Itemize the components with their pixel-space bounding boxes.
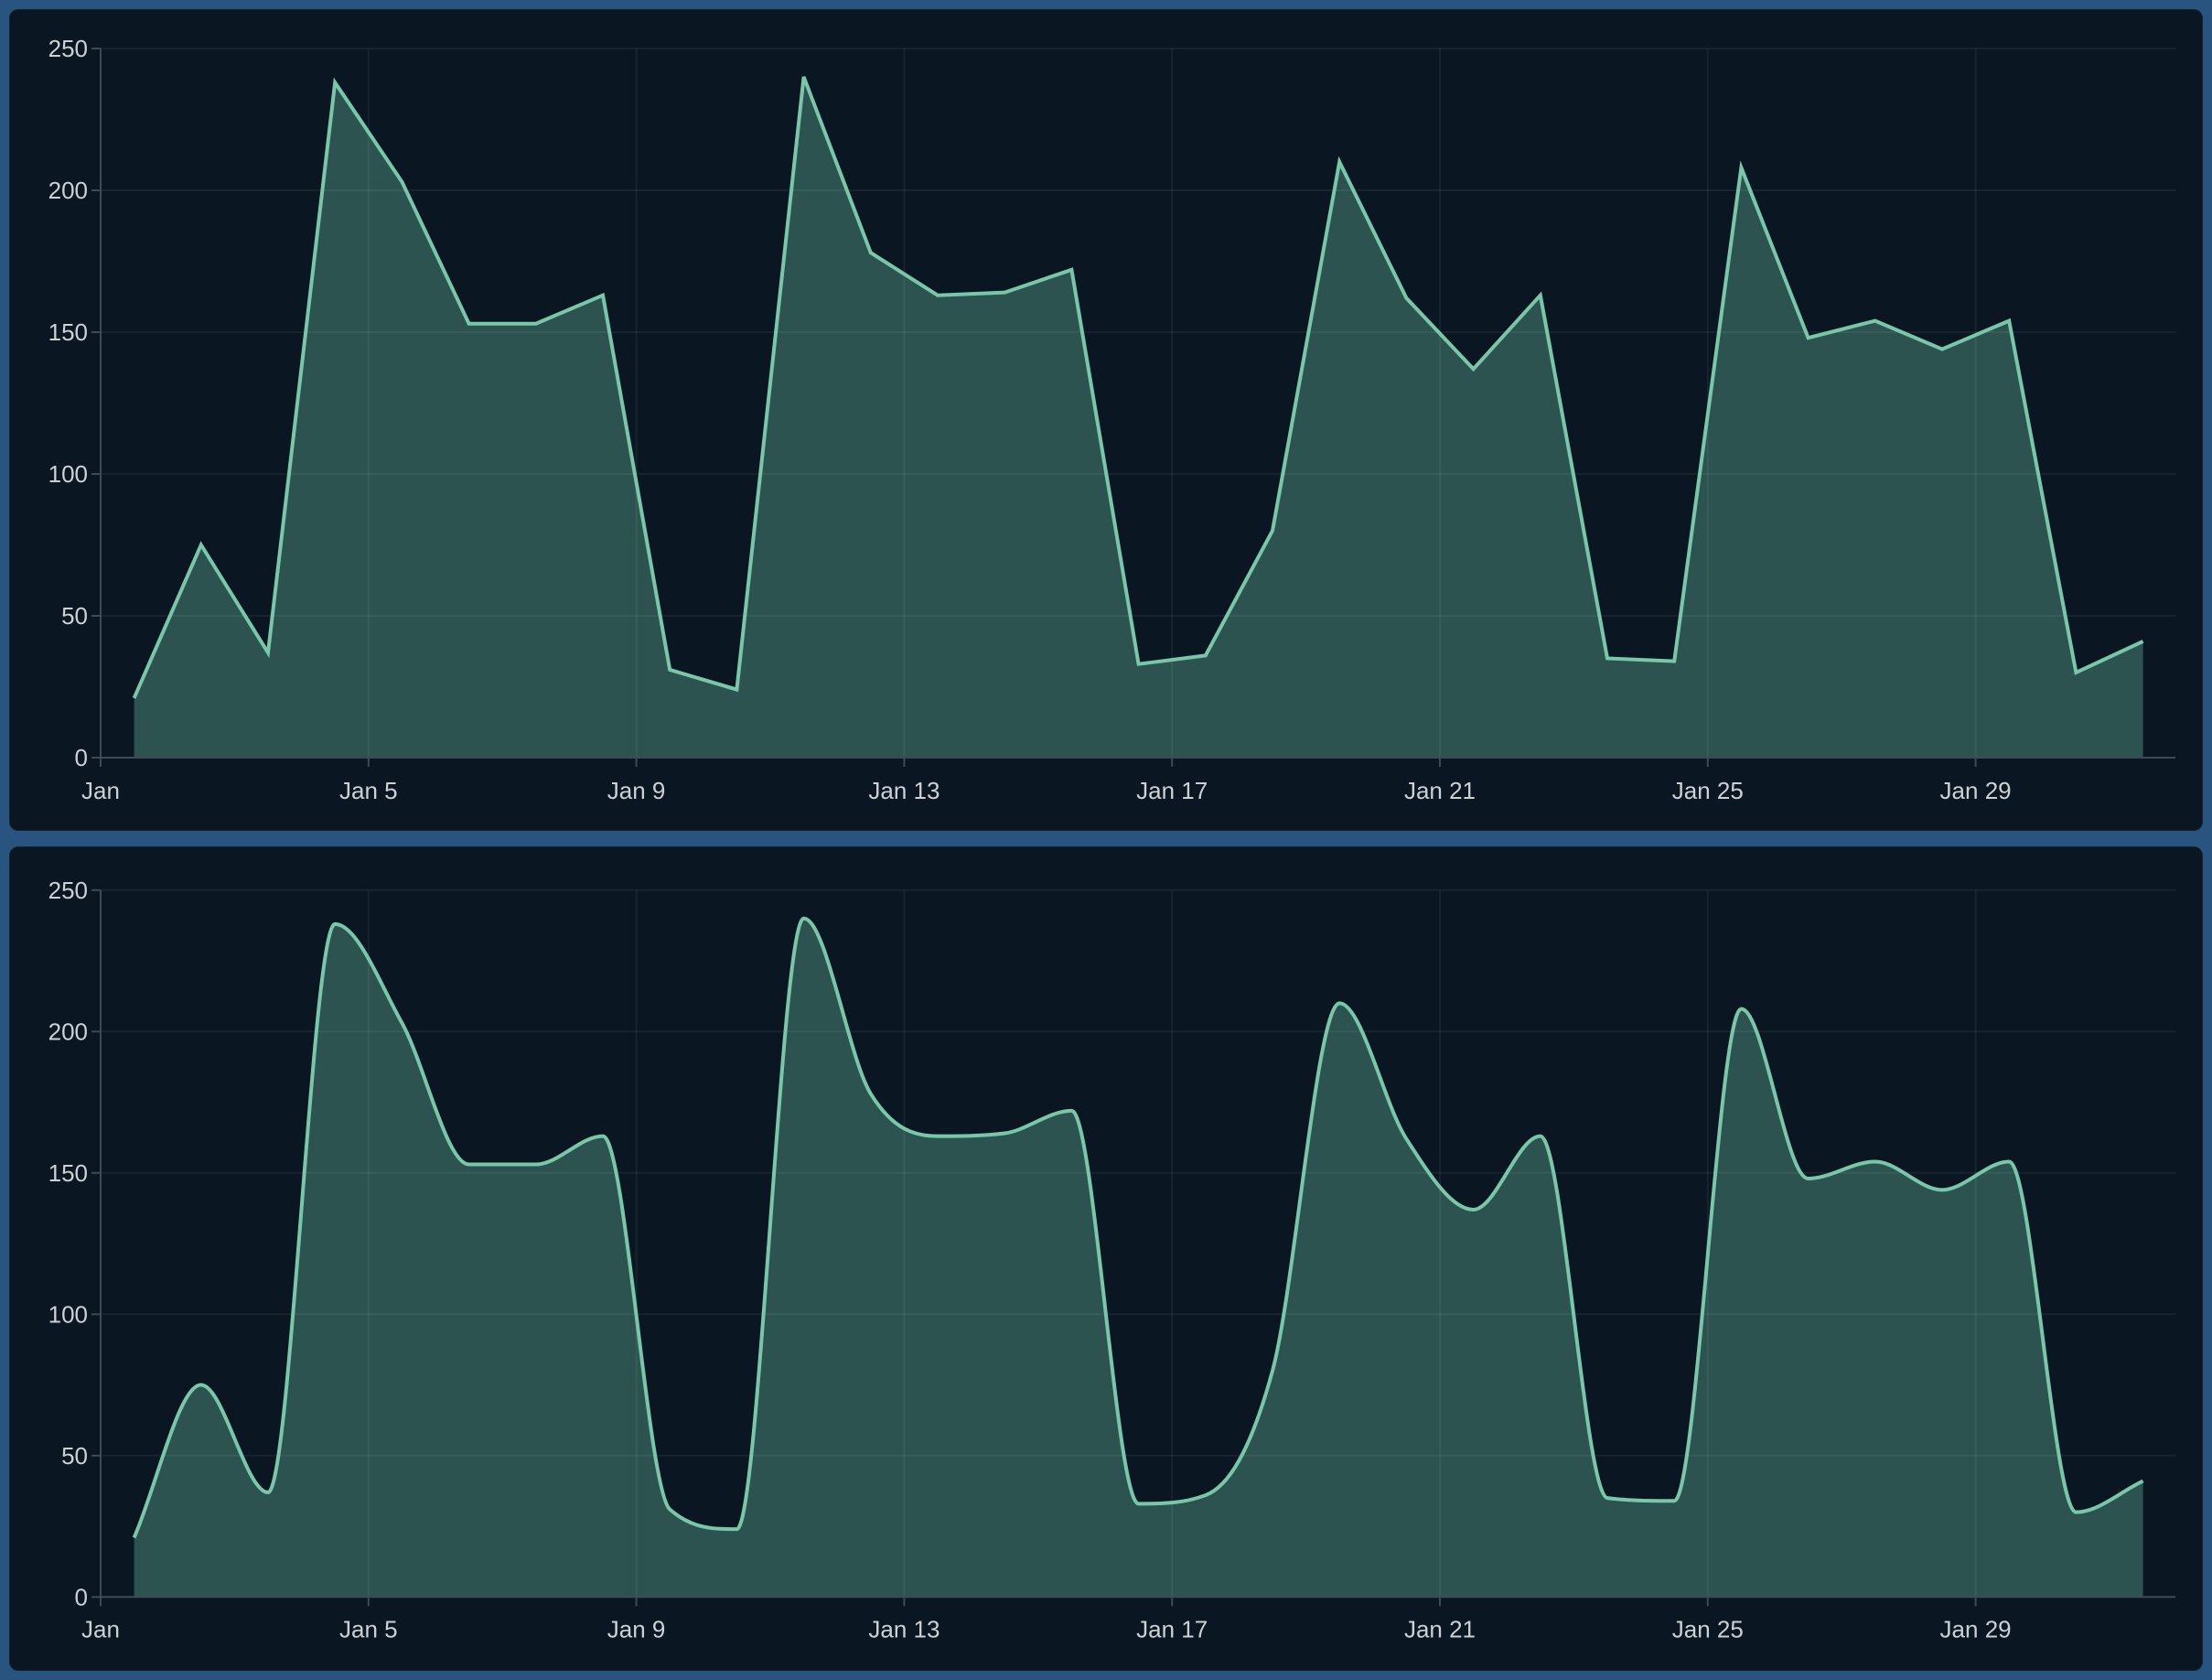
- x-tick-label: Jan 5: [339, 777, 398, 804]
- x-tick-label: Jan 25: [1672, 1616, 1744, 1643]
- chart-panel-top: 0 50 100 150 200 250 Jan Jan 5 Jan 9 Jan 13 Jan 17…: [9, 9, 2203, 831]
- series-line: [132, 76, 2144, 699]
- x-tick-label: Jan 5: [339, 1616, 398, 1643]
- x-tick-label: Jan 13: [868, 777, 940, 804]
- y-tick-label: 0: [75, 1583, 88, 1610]
- x-tick-label: Jan 9: [607, 777, 666, 804]
- area-chart-linear: 0 50 100 150 200 250 Jan Jan 5 Jan 9 Jan 13 Jan 17…: [48, 35, 2175, 804]
- y-tick-label: 100: [48, 460, 88, 488]
- y-tick-label: 250: [48, 35, 88, 62]
- chart-panel-bottom: 0 50 100 150 200 250 Jan Jan 5 Jan 9 Jan 13 Jan 17…: [9, 846, 2203, 1671]
- x-tick-label: Jan 9: [607, 1616, 666, 1643]
- y-tick-label: 0: [75, 744, 88, 771]
- area-chart-smooth: 0 50 100 150 200 250 Jan Jan 5 Jan 9 Jan 13 Jan 17…: [48, 877, 2175, 1643]
- x-tick-label: Jan: [81, 1616, 120, 1643]
- series-area: [134, 918, 2143, 1598]
- x-tick-label: Jan 29: [1940, 1616, 2012, 1643]
- series-line: [132, 916, 2144, 1539]
- y-tick-label: 200: [48, 1018, 88, 1045]
- x-tick-label: Jan: [81, 777, 120, 804]
- x-tick-label: Jan 17: [1136, 1616, 1208, 1643]
- y-tick-label: 250: [48, 877, 88, 904]
- x-tick-label: Jan 25: [1672, 777, 1744, 804]
- y-tick-label: 100: [48, 1300, 88, 1328]
- x-tick-label: Jan 21: [1404, 1616, 1476, 1643]
- y-tick-label: 150: [48, 318, 88, 346]
- x-tick-label: Jan 13: [868, 1616, 940, 1643]
- y-tick-label: 200: [48, 177, 88, 204]
- x-tick-label: Jan 21: [1404, 777, 1476, 804]
- x-tick-label: Jan 29: [1940, 777, 2012, 804]
- y-tick-label: 150: [48, 1159, 88, 1187]
- x-tick-label: Jan 17: [1136, 777, 1208, 804]
- y-tick-label: 50: [61, 602, 88, 630]
- y-tick-label: 50: [61, 1442, 88, 1470]
- series-area: [134, 77, 2143, 758]
